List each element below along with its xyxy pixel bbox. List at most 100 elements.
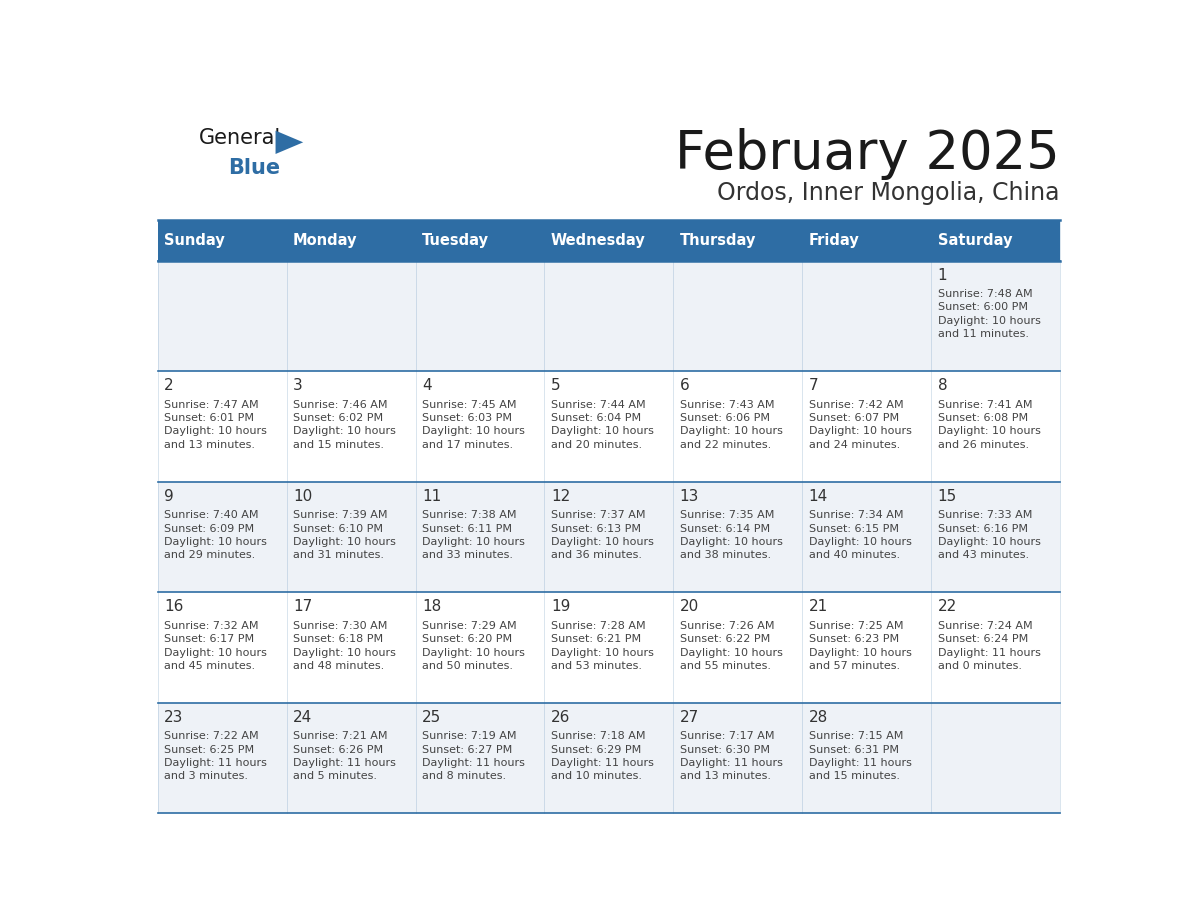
Text: Daylight: 10 hours: Daylight: 10 hours [293,647,396,657]
Text: 8: 8 [937,378,947,393]
Text: Friday: Friday [809,233,859,248]
Text: and 5 minutes.: and 5 minutes. [293,771,377,781]
Text: Sunrise: 7:41 AM: Sunrise: 7:41 AM [937,399,1032,409]
Text: Sunset: 6:24 PM: Sunset: 6:24 PM [937,634,1028,644]
Text: Daylight: 11 hours: Daylight: 11 hours [809,758,911,768]
Polygon shape [276,130,303,154]
Text: and 55 minutes.: and 55 minutes. [680,661,771,671]
Text: 15: 15 [937,489,956,504]
Text: and 13 minutes.: and 13 minutes. [164,440,255,450]
Text: Sunrise: 7:33 AM: Sunrise: 7:33 AM [937,510,1032,521]
Text: and 26 minutes.: and 26 minutes. [937,440,1029,450]
Text: 5: 5 [551,378,561,393]
Text: Sunset: 6:16 PM: Sunset: 6:16 PM [937,523,1028,533]
Text: 9: 9 [164,489,173,504]
Text: Sunrise: 7:46 AM: Sunrise: 7:46 AM [293,399,387,409]
Text: Daylight: 10 hours: Daylight: 10 hours [680,537,783,547]
Text: Daylight: 10 hours: Daylight: 10 hours [551,537,653,547]
Bar [158,261,1060,371]
Text: Daylight: 10 hours: Daylight: 10 hours [551,647,653,657]
Text: Daylight: 10 hours: Daylight: 10 hours [937,426,1041,436]
Text: Sunrise: 7:34 AM: Sunrise: 7:34 AM [809,510,903,521]
Bar [158,371,1060,482]
Text: Sunrise: 7:45 AM: Sunrise: 7:45 AM [422,399,517,409]
Text: Sunset: 6:21 PM: Sunset: 6:21 PM [551,634,642,644]
Text: Daylight: 11 hours: Daylight: 11 hours [164,758,267,768]
Text: Sunset: 6:15 PM: Sunset: 6:15 PM [809,523,898,533]
Text: and 45 minutes.: and 45 minutes. [164,661,255,671]
Text: 26: 26 [551,710,570,725]
Text: Sunday: Sunday [164,233,225,248]
Text: Sunset: 6:03 PM: Sunset: 6:03 PM [422,413,512,423]
Text: and 33 minutes.: and 33 minutes. [422,551,513,560]
Text: Sunrise: 7:24 AM: Sunrise: 7:24 AM [937,621,1032,631]
Text: Monday: Monday [293,233,358,248]
Text: Sunrise: 7:35 AM: Sunrise: 7:35 AM [680,510,775,521]
Text: Sunrise: 7:42 AM: Sunrise: 7:42 AM [809,399,903,409]
Text: Thursday: Thursday [680,233,756,248]
Text: Sunrise: 7:15 AM: Sunrise: 7:15 AM [809,732,903,741]
Text: Sunset: 6:20 PM: Sunset: 6:20 PM [422,634,512,644]
Text: and 38 minutes.: and 38 minutes. [680,551,771,560]
Text: Daylight: 11 hours: Daylight: 11 hours [293,758,396,768]
Text: Daylight: 10 hours: Daylight: 10 hours [809,537,911,547]
Text: Daylight: 10 hours: Daylight: 10 hours [422,537,525,547]
Text: and 0 minutes.: and 0 minutes. [937,661,1022,671]
Text: 2: 2 [164,378,173,393]
Text: and 20 minutes.: and 20 minutes. [551,440,642,450]
Text: and 57 minutes.: and 57 minutes. [809,661,899,671]
Text: 23: 23 [164,710,183,725]
Text: Sunset: 6:11 PM: Sunset: 6:11 PM [422,523,512,533]
Text: and 48 minutes.: and 48 minutes. [293,661,384,671]
Text: Sunset: 6:31 PM: Sunset: 6:31 PM [809,744,898,755]
Text: and 8 minutes.: and 8 minutes. [422,771,506,781]
Text: Sunrise: 7:25 AM: Sunrise: 7:25 AM [809,621,903,631]
Text: Sunrise: 7:17 AM: Sunrise: 7:17 AM [680,732,775,741]
Text: Sunrise: 7:21 AM: Sunrise: 7:21 AM [293,732,387,741]
Text: 20: 20 [680,599,699,614]
Text: 16: 16 [164,599,183,614]
Text: Sunset: 6:23 PM: Sunset: 6:23 PM [809,634,899,644]
Text: 3: 3 [293,378,303,393]
Text: Daylight: 11 hours: Daylight: 11 hours [422,758,525,768]
Bar [158,482,1060,592]
Text: Sunset: 6:25 PM: Sunset: 6:25 PM [164,744,254,755]
Text: and 15 minutes.: and 15 minutes. [293,440,384,450]
Text: and 22 minutes.: and 22 minutes. [680,440,771,450]
Text: Sunrise: 7:29 AM: Sunrise: 7:29 AM [422,621,517,631]
Text: Sunset: 6:30 PM: Sunset: 6:30 PM [680,744,770,755]
Text: 7: 7 [809,378,819,393]
Text: 25: 25 [422,710,441,725]
Text: Sunrise: 7:43 AM: Sunrise: 7:43 AM [680,399,775,409]
Text: Ordos, Inner Mongolia, China: Ordos, Inner Mongolia, China [718,181,1060,205]
Text: Sunset: 6:01 PM: Sunset: 6:01 PM [164,413,254,423]
Text: and 31 minutes.: and 31 minutes. [293,551,384,560]
Text: Daylight: 10 hours: Daylight: 10 hours [164,537,267,547]
Text: and 17 minutes.: and 17 minutes. [422,440,513,450]
Text: Daylight: 11 hours: Daylight: 11 hours [680,758,783,768]
Text: 4: 4 [422,378,431,393]
Text: Daylight: 10 hours: Daylight: 10 hours [293,537,396,547]
Text: and 13 minutes.: and 13 minutes. [680,771,771,781]
Text: Sunrise: 7:30 AM: Sunrise: 7:30 AM [293,621,387,631]
Text: Sunrise: 7:28 AM: Sunrise: 7:28 AM [551,621,645,631]
Text: Sunset: 6:04 PM: Sunset: 6:04 PM [551,413,642,423]
Text: and 43 minutes.: and 43 minutes. [937,551,1029,560]
Text: Sunset: 6:17 PM: Sunset: 6:17 PM [164,634,254,644]
Text: and 15 minutes.: and 15 minutes. [809,771,899,781]
Text: Sunset: 6:18 PM: Sunset: 6:18 PM [293,634,384,644]
Text: Sunrise: 7:22 AM: Sunrise: 7:22 AM [164,732,259,741]
Text: and 40 minutes.: and 40 minutes. [809,551,899,560]
Text: Daylight: 11 hours: Daylight: 11 hours [551,758,653,768]
Text: Sunset: 6:06 PM: Sunset: 6:06 PM [680,413,770,423]
Text: 6: 6 [680,378,689,393]
Text: Sunrise: 7:37 AM: Sunrise: 7:37 AM [551,510,645,521]
Text: 17: 17 [293,599,312,614]
Text: Sunrise: 7:26 AM: Sunrise: 7:26 AM [680,621,775,631]
Text: 27: 27 [680,710,699,725]
Text: Daylight: 10 hours: Daylight: 10 hours [809,426,911,436]
Text: 24: 24 [293,710,312,725]
Text: Daylight: 10 hours: Daylight: 10 hours [809,647,911,657]
Text: and 50 minutes.: and 50 minutes. [422,661,513,671]
Text: 21: 21 [809,599,828,614]
